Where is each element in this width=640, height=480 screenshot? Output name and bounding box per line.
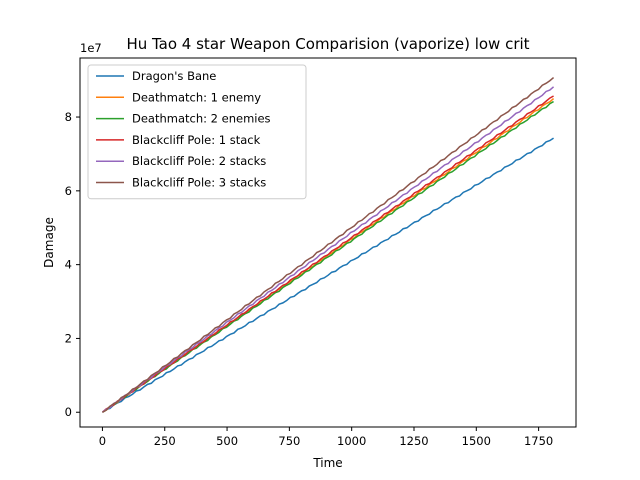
y-tick-label: 8 [65, 110, 72, 124]
x-tick-label: 1250 [399, 434, 428, 448]
y-tick-label: 2 [65, 331, 72, 345]
chart-title: Hu Tao 4 star Weapon Comparision (vapori… [126, 35, 529, 53]
legend-entry: Blackcliff Pole: 3 stacks [132, 176, 266, 190]
legend-entry: Deathmatch: 2 enemies [132, 112, 271, 126]
legend-entry: Blackcliff Pole: 1 stack [132, 133, 261, 147]
legend-entry: Dragon's Bane [132, 69, 216, 83]
axes-frame [79, 57, 577, 428]
legend-entry: Deathmatch: 1 enemy [132, 90, 261, 104]
legend-box [87, 64, 307, 200]
y-axis: 0 2 4 6 8 [65, 110, 80, 419]
series-line-3 [102, 100, 554, 413]
series-line-4 [101, 95, 554, 413]
plot-lines [101, 76, 555, 413]
legend-entry: Blackcliff Pole: 2 stacks [132, 154, 266, 168]
x-tick-label: 1000 [337, 434, 366, 448]
x-tick-label: 500 [216, 434, 238, 448]
x-tick-label: 0 [99, 434, 106, 448]
x-tick-label: 750 [278, 434, 300, 448]
legend: Dragon's Bane Deathmatch: 1 enemy Deathmat… [87, 64, 307, 200]
y-tick-label: 0 [65, 405, 72, 419]
x-axis-label: Time [312, 456, 342, 470]
series-line-1 [101, 137, 554, 413]
x-axis: 0 250 500 750 1000 1250 1500 1750 [99, 427, 553, 448]
y-tick-label: 6 [65, 184, 72, 198]
x-tick-label: 1750 [524, 434, 553, 448]
series-line-6 [102, 76, 555, 413]
x-tick-label: 1500 [462, 434, 491, 448]
y-tick-label: 4 [65, 258, 72, 272]
y-offset-text: 1e7 [80, 41, 102, 55]
x-tick-label: 250 [154, 434, 176, 448]
y-axis-label: Damage [42, 217, 56, 268]
